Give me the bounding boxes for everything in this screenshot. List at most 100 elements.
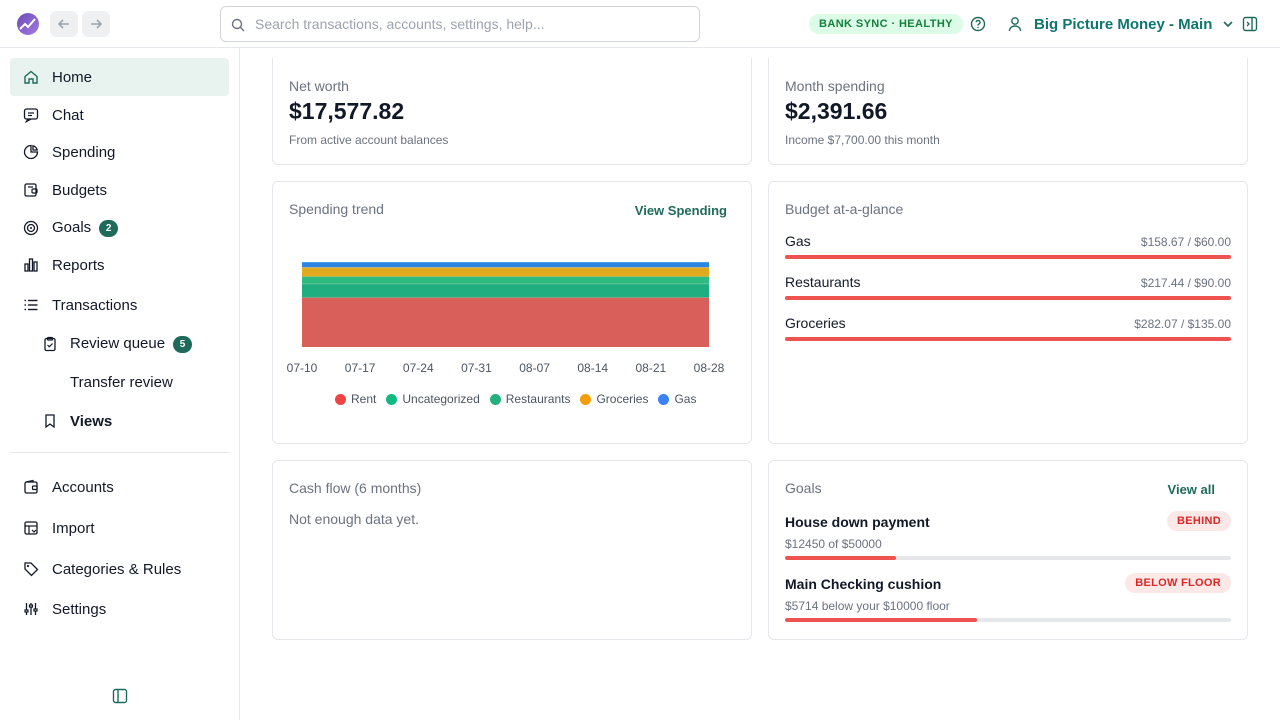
sidebar-item-accounts[interactable]: Accounts bbox=[10, 468, 229, 506]
clipboard-icon bbox=[44, 336, 56, 352]
legend-item[interactable]: Restaurants bbox=[489, 392, 570, 406]
search-box[interactable] bbox=[220, 6, 700, 42]
sidebar-item-label: Chat bbox=[52, 106, 84, 124]
budget-row-value: $282.07 / $135.00 bbox=[1134, 317, 1231, 331]
x-tick-label: 07-24 bbox=[403, 361, 434, 375]
legend-swatch bbox=[658, 393, 670, 405]
search-input[interactable] bbox=[255, 16, 685, 32]
sidebar-item-review-queue[interactable]: Review queue 5 bbox=[10, 325, 229, 363]
panel-toggle-icon[interactable] bbox=[1242, 16, 1258, 32]
budget-row-bar bbox=[785, 337, 1231, 341]
sidebar-item-transfer-review[interactable]: Transfer review bbox=[10, 363, 229, 401]
account-switcher[interactable]: Big Picture Money - Main bbox=[1008, 12, 1234, 36]
sidebar-item-settings[interactable]: Settings bbox=[10, 590, 229, 628]
forward-button[interactable] bbox=[82, 11, 110, 37]
x-tick-label: 08-28 bbox=[694, 361, 725, 375]
legend-item[interactable]: Rent bbox=[335, 392, 376, 406]
arrow-left-icon bbox=[57, 19, 69, 29]
area-series-gas[interactable] bbox=[302, 262, 709, 268]
net-worth-card: Net worth $17,577.82 From active account… bbox=[272, 58, 752, 165]
x-tick-label: 07-17 bbox=[345, 361, 376, 375]
budget-row-bar bbox=[785, 296, 1231, 300]
sidebar-item-views[interactable]: Views bbox=[10, 402, 229, 440]
top-bar: BANK SYNC · HEALTHY Big Picture Money - … bbox=[0, 0, 1280, 48]
goal-name[interactable]: House down payment bbox=[785, 514, 930, 530]
x-tick-label: 08-07 bbox=[519, 361, 550, 375]
budget-row-value: $217.44 / $90.00 bbox=[1140, 276, 1231, 290]
sidebar-item-label: Budgets bbox=[52, 181, 108, 199]
legend-item[interactable]: Uncategorized bbox=[386, 392, 480, 406]
sidebar-item-label: Transactions bbox=[52, 296, 138, 314]
goals-card: Goals View all House down payment BEHIND… bbox=[768, 460, 1248, 640]
view-all-goals-link[interactable]: View all bbox=[1167, 482, 1215, 497]
goals-count-badge: 2 bbox=[99, 219, 119, 237]
card-title: Month spending bbox=[785, 78, 885, 94]
month-spending-card: Month spending $2,391.66 Income $7,700.0… bbox=[768, 58, 1248, 165]
bar-chart-icon bbox=[24, 258, 38, 272]
search-icon bbox=[231, 18, 245, 32]
cash-flow-empty-message: Not enough data yet. bbox=[289, 511, 419, 527]
x-tick-label: 08-21 bbox=[636, 361, 667, 375]
pie-chart-icon bbox=[23, 144, 39, 160]
sidebar-item-transactions[interactable]: Transactions bbox=[10, 286, 229, 324]
chevron-down-icon bbox=[1223, 21, 1233, 28]
month-spending-subtext: Income $7,700.00 this month bbox=[785, 133, 940, 147]
card-title: Budget at-a-glance bbox=[785, 201, 904, 217]
sidebar-item-label: Review queue 5 bbox=[70, 335, 193, 353]
arrow-right-icon bbox=[91, 19, 103, 29]
bank-sync-status-badge[interactable]: BANK SYNC · HEALTHY bbox=[809, 14, 963, 34]
goal-progress-fill bbox=[785, 556, 897, 560]
sidebar-item-home[interactable]: Home bbox=[10, 58, 229, 96]
sidebar-item-import[interactable]: Import bbox=[10, 509, 229, 547]
legend-swatch bbox=[386, 393, 398, 405]
sidebar-item-chat[interactable]: Chat bbox=[10, 96, 229, 134]
app-logo[interactable] bbox=[17, 13, 39, 35]
sidebar-item-label: Accounts bbox=[52, 478, 114, 496]
sidebar-item-spending[interactable]: Spending bbox=[10, 133, 229, 171]
legend-swatch bbox=[489, 393, 501, 405]
budget-glance-card: Budget at-a-glance Gas $158.67 / $60.00 … bbox=[768, 181, 1248, 444]
area-series-uncategorized[interactable] bbox=[302, 283, 709, 298]
sidebar: Home Chat Spending Budgets Goals 2 Report… bbox=[0, 48, 240, 720]
sidebar-item-categories-rules[interactable]: Categories & Rules bbox=[10, 550, 229, 588]
sidebar-item-label: Settings bbox=[52, 600, 107, 618]
goals-label: Goals bbox=[52, 219, 92, 237]
card-title: Spending trend bbox=[289, 201, 384, 217]
sidebar-item-reports[interactable]: Reports bbox=[10, 246, 229, 284]
budget-row-label: Restaurants bbox=[785, 274, 861, 290]
help-icon[interactable] bbox=[970, 16, 986, 32]
legend-label: Groceries bbox=[596, 392, 649, 406]
sidebar-item-goals[interactable]: Goals 2 bbox=[10, 209, 229, 247]
net-worth-subtext: From active account balances bbox=[289, 133, 449, 147]
x-tick-label: 07-31 bbox=[461, 361, 492, 375]
spending-trend-chart: 07-10 07-17 07-24 07-31 08-07 08-14 08-21 08-28 bbox=[287, 261, 725, 375]
legend-item[interactable]: Gas bbox=[658, 392, 696, 406]
goal-progress-fill bbox=[785, 618, 977, 622]
wallet-icon bbox=[24, 183, 38, 197]
sidebar-item-label: Spending bbox=[52, 143, 116, 161]
goal-progress-text: $5714 below your $10000 floor bbox=[785, 599, 950, 613]
sidebar-item-budgets[interactable]: Budgets bbox=[10, 171, 229, 209]
budget-row-label: Groceries bbox=[785, 315, 846, 331]
legend-item[interactable]: Groceries bbox=[580, 392, 648, 406]
sidebar-collapse-icon[interactable] bbox=[112, 688, 128, 704]
x-tick-label: 08-14 bbox=[577, 361, 608, 375]
net-worth-value: $17,577.82 bbox=[289, 98, 405, 124]
goal-status-badge: BEHIND bbox=[1167, 511, 1231, 531]
cash-flow-card: Cash flow (6 months) Not enough data yet… bbox=[272, 460, 752, 640]
area-series-rent[interactable] bbox=[302, 297, 709, 347]
goal-name[interactable]: Main Checking cushion bbox=[785, 576, 942, 592]
legend-swatch bbox=[580, 393, 592, 405]
view-spending-link[interactable]: View Spending bbox=[634, 203, 727, 218]
goal-status-badge: BELOW FLOOR bbox=[1125, 573, 1231, 593]
sidebar-item-label: Transfer review bbox=[70, 373, 173, 391]
back-button[interactable] bbox=[50, 11, 78, 37]
area-series-groceries[interactable] bbox=[302, 267, 709, 277]
sidebar-item-label: Goals 2 bbox=[52, 219, 119, 237]
card-title: Cash flow (6 months) bbox=[289, 480, 422, 496]
legend-swatch bbox=[335, 393, 346, 405]
area-series-restaurants[interactable] bbox=[302, 276, 709, 284]
sidebar-divider bbox=[10, 452, 229, 453]
legend-label: Rent bbox=[351, 392, 377, 406]
goal-progress-text: $12450 of $50000 bbox=[785, 537, 882, 551]
